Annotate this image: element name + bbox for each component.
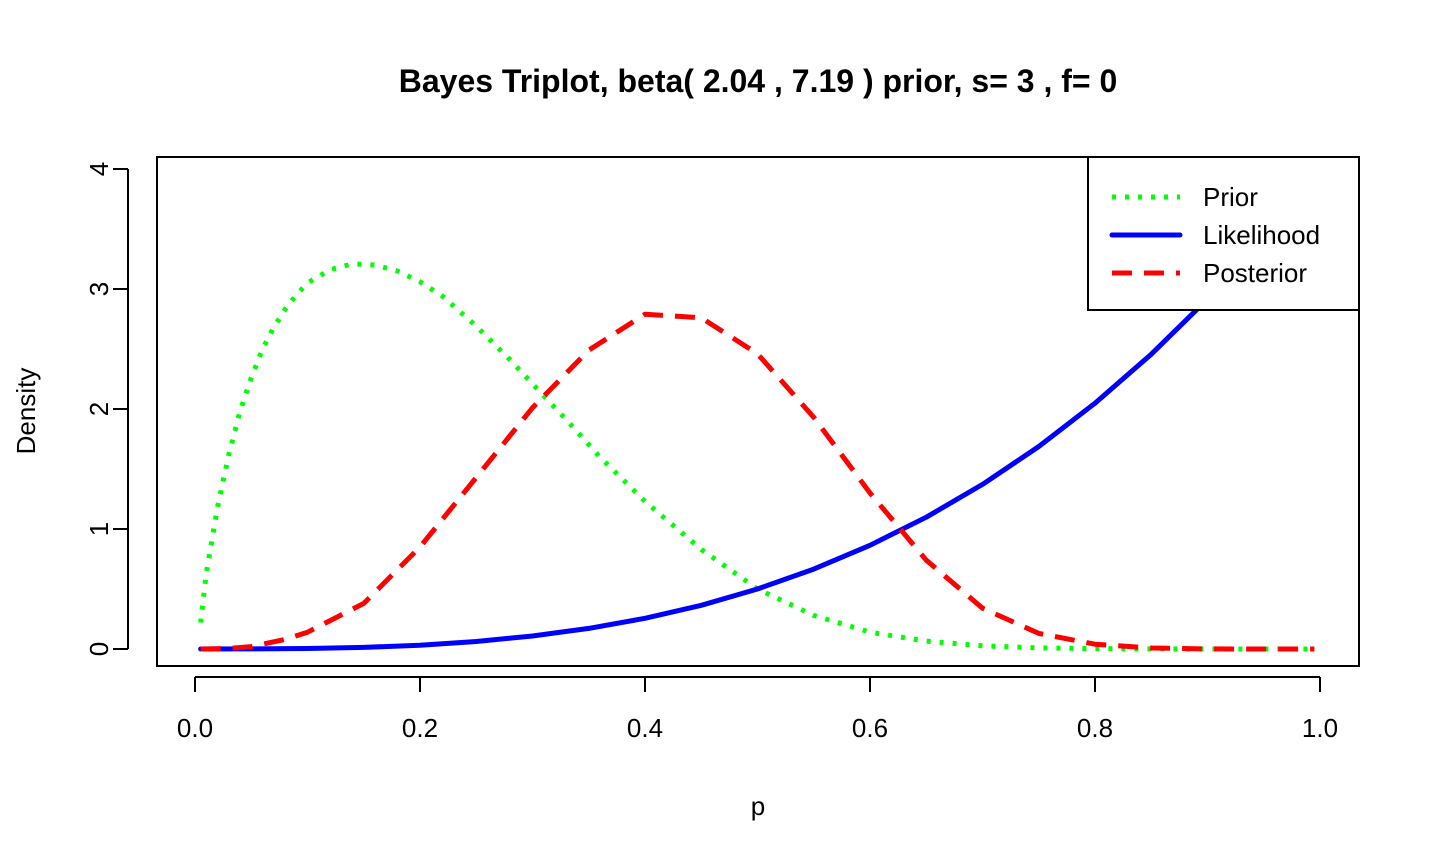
y-tick-label: 3 [84, 282, 114, 296]
chart-title: Bayes Triplot, beta( 2.04 , 7.19 ) prior… [399, 63, 1118, 99]
x-axis-label: p [751, 791, 765, 821]
y-axis-label: Density [11, 368, 41, 455]
series-line-posterior [200, 311, 1315, 652]
legend-label-likelihood: Likelihood [1203, 220, 1320, 250]
y-tick-label: 2 [84, 402, 114, 416]
x-tick-label: 0.4 [627, 713, 663, 743]
series-layer [198, 173, 1317, 652]
x-tick-label: 0.0 [177, 713, 213, 743]
legend: Prior Likelihood Posterior [1087, 156, 1360, 311]
series-line-likelihood [198, 173, 1317, 652]
x-axis: 0.0 0.2 0.4 0.6 0.8 1.0 [177, 676, 1338, 743]
x-tick-label: 1.0 [1302, 713, 1338, 743]
legend-label-posterior: Posterior [1203, 258, 1307, 288]
x-tick-label: 0.8 [1077, 713, 1113, 743]
x-tick-label: 0.2 [402, 713, 438, 743]
plot-frame [156, 156, 1360, 667]
x-tick-label: 0.6 [852, 713, 888, 743]
y-tick-label: 1 [84, 522, 114, 536]
y-axis: 0 1 2 3 4 [84, 162, 129, 656]
y-tick-label: 0 [84, 642, 114, 656]
y-tick-label: 4 [84, 162, 114, 176]
legend-label-prior: Prior [1203, 182, 1258, 212]
